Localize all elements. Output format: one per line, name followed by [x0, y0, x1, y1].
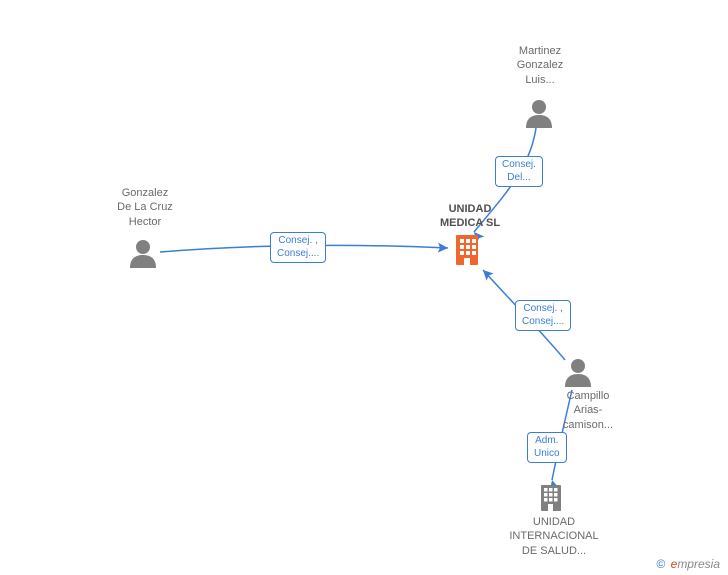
copyright-symbol: © — [656, 557, 665, 571]
brand-rest: mpresia — [677, 557, 720, 571]
node-label-center: UNIDAD MEDICA SL — [420, 202, 520, 231]
node-label-campillo: Campillo Arias- camison... — [548, 389, 628, 432]
node-icon-center[interactable] — [456, 235, 478, 265]
diagram-canvas: Martinez Gonzalez Luis... Gonzalez De La… — [0, 0, 728, 575]
node-icon-unidad-int[interactable] — [541, 485, 561, 511]
edge-label-campillo-unidad: Adm. Unico — [527, 432, 567, 463]
node-icon-campillo[interactable] — [565, 359, 591, 387]
node-label-unidad-int: UNIDAD INTERNACIONAL DE SALUD... — [504, 515, 604, 558]
node-label-martinez: Martinez Gonzalez Luis... — [500, 44, 580, 87]
diagram-svg — [0, 0, 728, 575]
node-icon-martinez[interactable] — [526, 100, 552, 128]
edge-label-martinez-center: Consej. Del... — [495, 156, 543, 187]
node-icon-gonzalez[interactable] — [130, 240, 156, 268]
node-label-gonzalez: Gonzalez De La Cruz Hector — [100, 186, 190, 229]
footer-branding: © empresia — [656, 557, 720, 571]
edge-label-campillo-center: Consej. , Consej.... — [515, 300, 571, 331]
edge-label-gonzalez-center: Consej. , Consej.... — [270, 232, 326, 263]
